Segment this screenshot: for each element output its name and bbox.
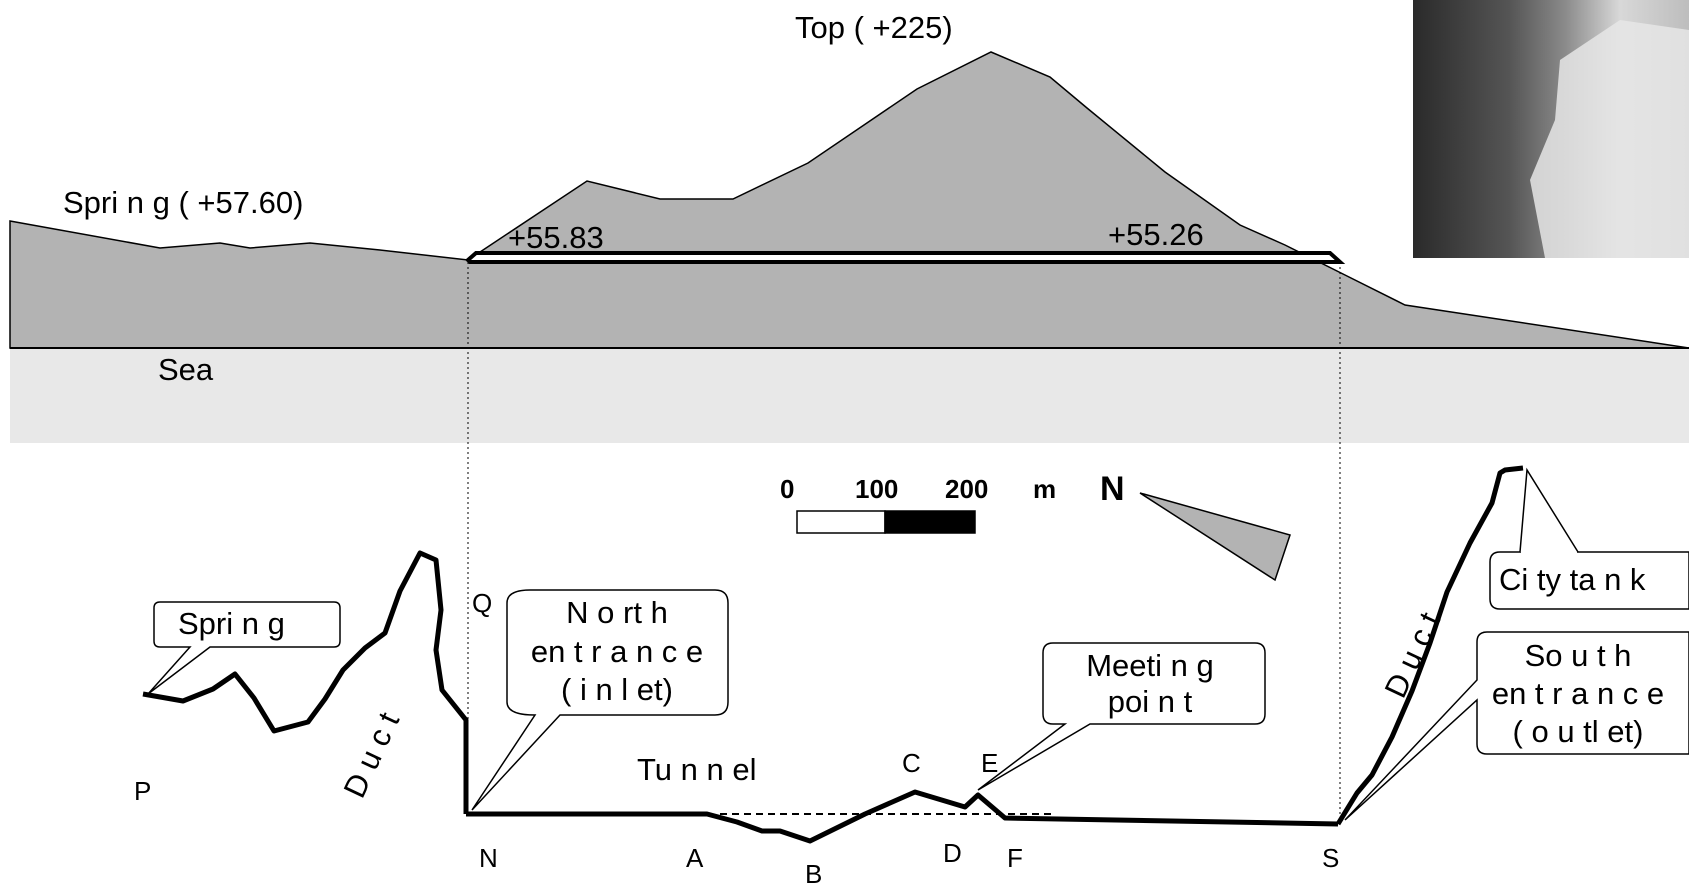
south-entrance-line1: So u t h (1525, 638, 1632, 673)
meeting-point-line2: poi n t (1108, 684, 1193, 719)
point-q: Q (472, 588, 492, 618)
north-entrance-line3: ( i n l et) (561, 672, 673, 707)
sea-label: Sea (158, 352, 214, 387)
tunnel-label: Tu n n el (637, 752, 756, 787)
north-entrance-callout: N o rt h en t r a n c e ( i n l et) (471, 589, 729, 811)
scale-bar-white (796, 510, 886, 534)
scale-bar-black (884, 510, 976, 534)
terrain-profile (9, 51, 1689, 349)
point-d: D (943, 838, 962, 868)
point-s: S (1322, 843, 1339, 873)
north-entrance-line2: en t r a n c e (531, 634, 703, 669)
point-b: B (805, 859, 822, 883)
spring-callout-label: Spri n g (178, 606, 285, 641)
south-entrance-line2: en t r a n c e (1492, 676, 1664, 711)
north-entrance-line1: N o rt h (566, 595, 668, 630)
north-entrance-elevation: +55.83 (508, 220, 604, 255)
city-tank-label: Ci ty ta n k (1499, 562, 1646, 597)
top-elevation-label: Top ( +225) (795, 10, 953, 45)
point-f: F (1007, 843, 1023, 873)
point-c: C (902, 748, 921, 778)
tunnel-profile (465, 251, 1346, 264)
south-entrance-elevation: +55.26 (1108, 217, 1204, 252)
north-arrow-icon (1139, 492, 1291, 582)
point-a: A (686, 843, 704, 873)
scale-unit: m (1033, 474, 1056, 504)
sea-area (10, 348, 1689, 443)
scale-tick-100: 100 (855, 474, 898, 504)
spring-callout: Spri n g (147, 601, 341, 695)
rock-photo-highlight (1530, 20, 1689, 258)
left-duct-label: D u c t (337, 707, 407, 803)
scale-tick-0: 0 (780, 474, 794, 504)
point-e: E (981, 748, 998, 778)
right-duct-label: D u c t (1378, 607, 1448, 703)
spring-elevation-label: Spri n g ( +57.60) (63, 185, 303, 220)
south-entrance-callout: So u t h en t r a n c e ( o u tl et) (1344, 631, 1689, 821)
scale-tick-200: 200 (945, 474, 988, 504)
north-arrow-label: N (1100, 470, 1125, 508)
point-n: N (479, 843, 498, 873)
left-duct-path (142, 550, 469, 814)
point-p: P (134, 776, 151, 806)
meeting-point-line1: Meeti n g (1086, 648, 1214, 683)
south-entrance-line3: ( o u tl et) (1513, 714, 1644, 749)
right-duct-path (1335, 465, 1524, 826)
meeting-point-callout: Meeti n g poi n t (977, 642, 1266, 791)
city-tank-callout: Ci ty ta n k (1489, 467, 1689, 610)
tunnel-path (466, 789, 1339, 844)
